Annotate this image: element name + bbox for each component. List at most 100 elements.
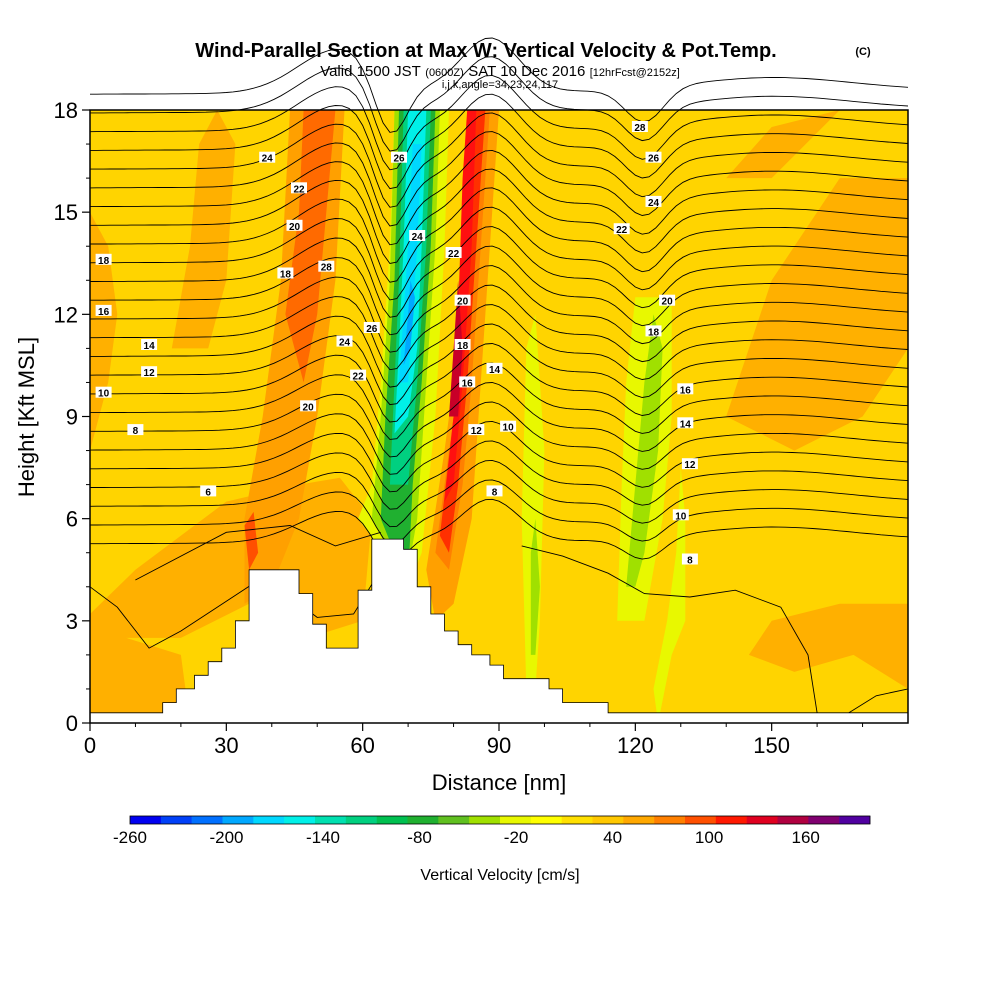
colorbar: -260 -200 -140 -80 -20 40 100 160 — [113, 815, 871, 847]
contour-label-box — [454, 339, 471, 350]
indices-text: i,j,k,angle=34,23,24,117 — [442, 79, 558, 91]
velocity-region — [626, 314, 663, 587]
contour-label-box — [454, 294, 471, 306]
theta-contour — [89, 459, 909, 528]
colorbar-swatch — [222, 816, 254, 824]
colorbar-swatch — [191, 816, 223, 824]
subtitle-zulu: (0600Z) — [425, 67, 464, 79]
contour-labels: 6 8 10 12 14 16 18 20 22 24 26 28 18 20 22 24 26 24 22 20 18… — [95, 121, 698, 567]
velocity-region — [653, 467, 686, 723]
colorbar-swatch — [130, 816, 162, 824]
theta-contour — [90, 440, 909, 510]
contour-label: 6 — [205, 487, 211, 498]
contour-label: 8 — [492, 487, 498, 498]
theta-contour — [90, 226, 909, 318]
x-tick-label: 60 — [350, 733, 374, 758]
contour-label-box — [95, 253, 112, 265]
contour-label-box — [672, 509, 689, 521]
contour-label: 18 — [280, 270, 292, 281]
y-tick-label: 3 — [66, 609, 78, 634]
theta-contour — [90, 479, 909, 545]
colorbar-tick-label: 40 — [603, 828, 622, 847]
colorbar-tick-label: -260 — [113, 828, 147, 847]
contour-label: 18 — [648, 327, 660, 338]
x-axis: 0 30 60 90 120 150 — [84, 723, 864, 758]
contour-label-box — [318, 260, 335, 272]
theta-contour — [90, 187, 909, 283]
contour-label: 26 — [393, 154, 405, 165]
subtitle-date: SAT 10 Dec 2016 — [468, 63, 585, 80]
x-tick-label: 90 — [487, 733, 511, 758]
y-tick-label: 9 — [66, 405, 78, 430]
theta-contour — [90, 343, 909, 423]
velocity-region — [90, 620, 190, 723]
colorbar-swatch — [500, 816, 532, 824]
contour-label: 14 — [489, 365, 501, 376]
colorbar-swatch — [407, 816, 439, 824]
y-tick-label: 18 — [54, 98, 78, 123]
contour-label-box — [127, 424, 144, 436]
colorbar-tick-label: -80 — [407, 828, 432, 847]
velocity-region — [403, 280, 415, 366]
contour-label-box — [350, 369, 367, 381]
colorbar-swatch — [345, 816, 377, 824]
contour-label: 26 — [366, 324, 378, 335]
colorbar-swatch — [746, 816, 778, 824]
contour-label-box — [336, 335, 353, 347]
colorbar-swatch — [839, 816, 871, 824]
theta-contour — [90, 168, 909, 264]
contour-label-box — [681, 553, 698, 565]
theta-contour — [90, 37, 909, 133]
velocity-region — [726, 178, 908, 451]
y-tick-label: 0 — [66, 711, 78, 736]
subtitle-valid: Valid 1500 JST — [320, 63, 421, 80]
colorbar-swatch — [623, 816, 655, 824]
colorbar-tick-label: -200 — [209, 828, 243, 847]
contour-label: 22 — [293, 184, 305, 195]
copyright-mark: (C) — [855, 46, 871, 58]
contour-label: 28 — [634, 123, 646, 134]
contour-label: 20 — [457, 297, 469, 308]
contour-label-box — [468, 424, 485, 436]
contour-label: 10 — [675, 511, 687, 522]
contour-label-box — [259, 151, 276, 163]
theta-contour — [135, 525, 381, 581]
contour-label-box — [200, 485, 217, 497]
contour-label: 24 — [412, 232, 424, 243]
contour-label: 12 — [144, 368, 156, 379]
contour-label: 26 — [648, 154, 660, 165]
contour-label-box — [363, 322, 380, 333]
contour-label: 28 — [321, 263, 333, 274]
contour-label-box — [613, 223, 630, 235]
theta-contour — [90, 112, 909, 208]
contour-label-box — [277, 267, 294, 279]
subtitle-forecast: [12hrFcst@2152z] — [590, 67, 680, 79]
theta-contour — [90, 304, 909, 388]
colorbar-swatch — [654, 816, 686, 824]
colorbar-swatch — [715, 816, 747, 824]
contour-label: 20 — [662, 297, 674, 308]
y-tick-label: 6 — [66, 507, 78, 532]
contour-label: 22 — [448, 249, 460, 260]
contour-label-box — [141, 366, 158, 378]
contour-label: 18 — [98, 256, 110, 267]
x-tick-label: 120 — [617, 733, 654, 758]
colorbar-swatch — [284, 816, 316, 824]
contour-label: 24 — [648, 198, 660, 209]
contour-label-box — [631, 121, 648, 132]
x-tick-label: 30 — [214, 733, 238, 758]
contour-label: 14 — [144, 341, 156, 352]
colorbar-tick-label: -140 — [306, 828, 340, 847]
chart-title: Wind-Parallel Section at Max W: Vertical… — [195, 40, 776, 62]
colorbar-swatch — [315, 816, 347, 824]
contour-label-box — [659, 294, 676, 306]
theta-contour — [89, 265, 909, 353]
colorbar-swatch — [376, 816, 408, 824]
x-tick-label: 150 — [753, 733, 790, 758]
colorbar-swatch — [469, 816, 501, 824]
contour-label-box — [291, 182, 307, 194]
velocity-region — [171, 110, 236, 349]
chart-subtitle: Valid 1500 JST (0600Z) SAT 10 Dec 2016 [… — [320, 63, 680, 80]
theta-contours — [89, 37, 909, 714]
